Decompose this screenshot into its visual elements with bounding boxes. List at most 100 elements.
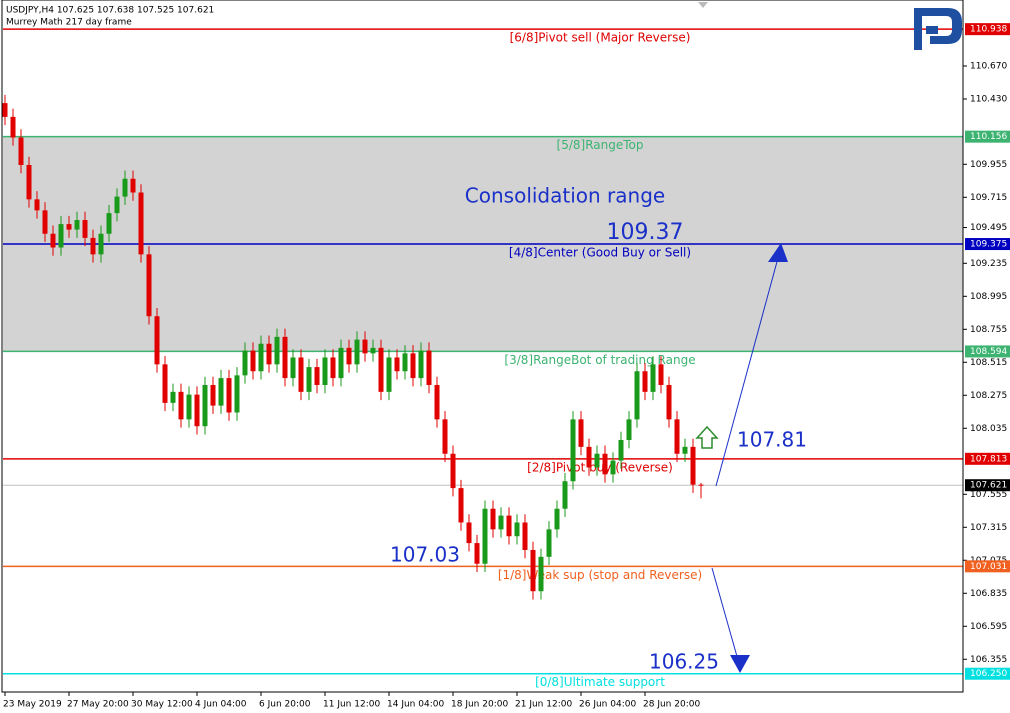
x-tick-label: 18 Jun 20:00 (451, 700, 508, 710)
level-price-box (965, 238, 1010, 251)
x-tick-label: 23 May 2019 (3, 700, 62, 710)
y-tick-label: 108.995 (970, 292, 1007, 302)
candle-body (218, 378, 224, 406)
y-tick-label: 109.235 (970, 259, 1007, 269)
candle-body (354, 339, 360, 365)
candle-body (674, 419, 680, 454)
x-tick-label: 30 May 12:00 (131, 700, 193, 710)
candle-body (170, 391, 176, 403)
candle-body (482, 508, 488, 564)
level-price-box (965, 23, 1010, 36)
candle-body (330, 357, 336, 379)
candle-body (154, 316, 160, 365)
candle-body (458, 488, 464, 523)
candle-body (634, 371, 640, 420)
candle-body (394, 357, 400, 372)
plot-frame (1, 0, 964, 693)
candle-body (522, 522, 528, 550)
candle-body (58, 224, 64, 248)
candle-body (434, 384, 440, 420)
candle-body (250, 350, 256, 372)
candle-body (410, 353, 416, 379)
level-label: [1/8]Weak sup (stop and Reverse) (498, 568, 702, 582)
annotation: 107.03 (390, 543, 460, 567)
candle-body (194, 394, 200, 427)
candle-body (602, 453, 608, 475)
x-tick-label: 14 Jun 04:00 (387, 700, 444, 710)
x-tick-label: 6 Jun 20:00 (259, 700, 311, 710)
x-tick-label: 21 Jun 12:00 (515, 700, 572, 710)
shift-marker (698, 2, 708, 8)
level-price-label: 108.594 (970, 347, 1007, 357)
candle-body (130, 178, 136, 193)
candle-body (610, 460, 616, 475)
level-price-label: 107.813 (970, 454, 1007, 464)
candle-body (162, 364, 168, 403)
candle-body (658, 364, 664, 385)
y-tick-label: 106.835 (970, 589, 1007, 599)
y-tick-label: 109.715 (970, 193, 1007, 203)
candle-body (586, 446, 592, 468)
annotation: Consolidation range (465, 184, 665, 208)
x-tick-label: 4 Jun 04:00 (195, 700, 247, 710)
candle-body (322, 357, 328, 385)
level-price-label: 110.156 (970, 132, 1007, 142)
candle-body (594, 453, 600, 468)
candle-body (202, 384, 208, 427)
candle-body (666, 384, 672, 420)
candle-body (562, 481, 568, 509)
level-label: [4/8]Center (Good Buy or Sell) (509, 246, 691, 260)
candle-body (370, 347, 376, 354)
candle-body (474, 543, 480, 564)
last-price-label: 107.621 (970, 481, 1007, 491)
level-price-box (965, 130, 1010, 143)
candle-body (362, 339, 368, 354)
candle-body (34, 199, 40, 211)
y-tick-label: 107.315 (970, 523, 1007, 533)
candle-body (626, 419, 632, 440)
arrows (695, 243, 788, 673)
candle-body (186, 394, 192, 420)
candle-body (346, 347, 352, 365)
candle-body (146, 254, 152, 317)
candle-body (114, 196, 120, 214)
candle-body (578, 419, 584, 447)
candle-body (10, 116, 16, 138)
level-price-box (965, 560, 1010, 573)
candle-body (682, 446, 688, 454)
indicator-name: Murrey Math 217 day frame (6, 18, 132, 28)
y-tick-label: 109.955 (970, 160, 1007, 170)
candle-body (178, 391, 184, 420)
level-price-label: 110.938 (970, 25, 1007, 35)
candle-body (50, 233, 56, 248)
level-label: [5/8]RangeTop (557, 138, 644, 152)
level-price-label: 106.250 (970, 669, 1007, 679)
candle-body (106, 213, 112, 234)
candle-body (306, 367, 312, 392)
candle-body (498, 515, 504, 530)
y-tick-label: 109.495 (970, 223, 1007, 233)
level-price-box (965, 667, 1010, 680)
candle-body (650, 364, 656, 392)
candle-body (18, 137, 24, 165)
candle-body (386, 357, 392, 392)
candle-body (418, 350, 424, 379)
candle-body (338, 347, 344, 379)
y-tick-label: 107.555 (970, 490, 1007, 500)
y-tick-label: 110.670 (970, 61, 1007, 71)
candle-body (698, 484, 704, 486)
x-tick-label: 11 Jun 12:00 (323, 700, 380, 710)
candle-body (402, 353, 408, 372)
annotation: 107.81 (737, 428, 807, 452)
candle-body (514, 522, 520, 537)
candle-body (506, 515, 512, 537)
level-price-box (965, 345, 1010, 358)
candle-body (442, 419, 448, 454)
candle-body (98, 233, 104, 255)
y-tick-label: 108.755 (970, 325, 1007, 335)
candle-body (210, 384, 216, 406)
candle-body (26, 164, 32, 200)
logo (914, 8, 962, 50)
candle-body (546, 529, 552, 557)
